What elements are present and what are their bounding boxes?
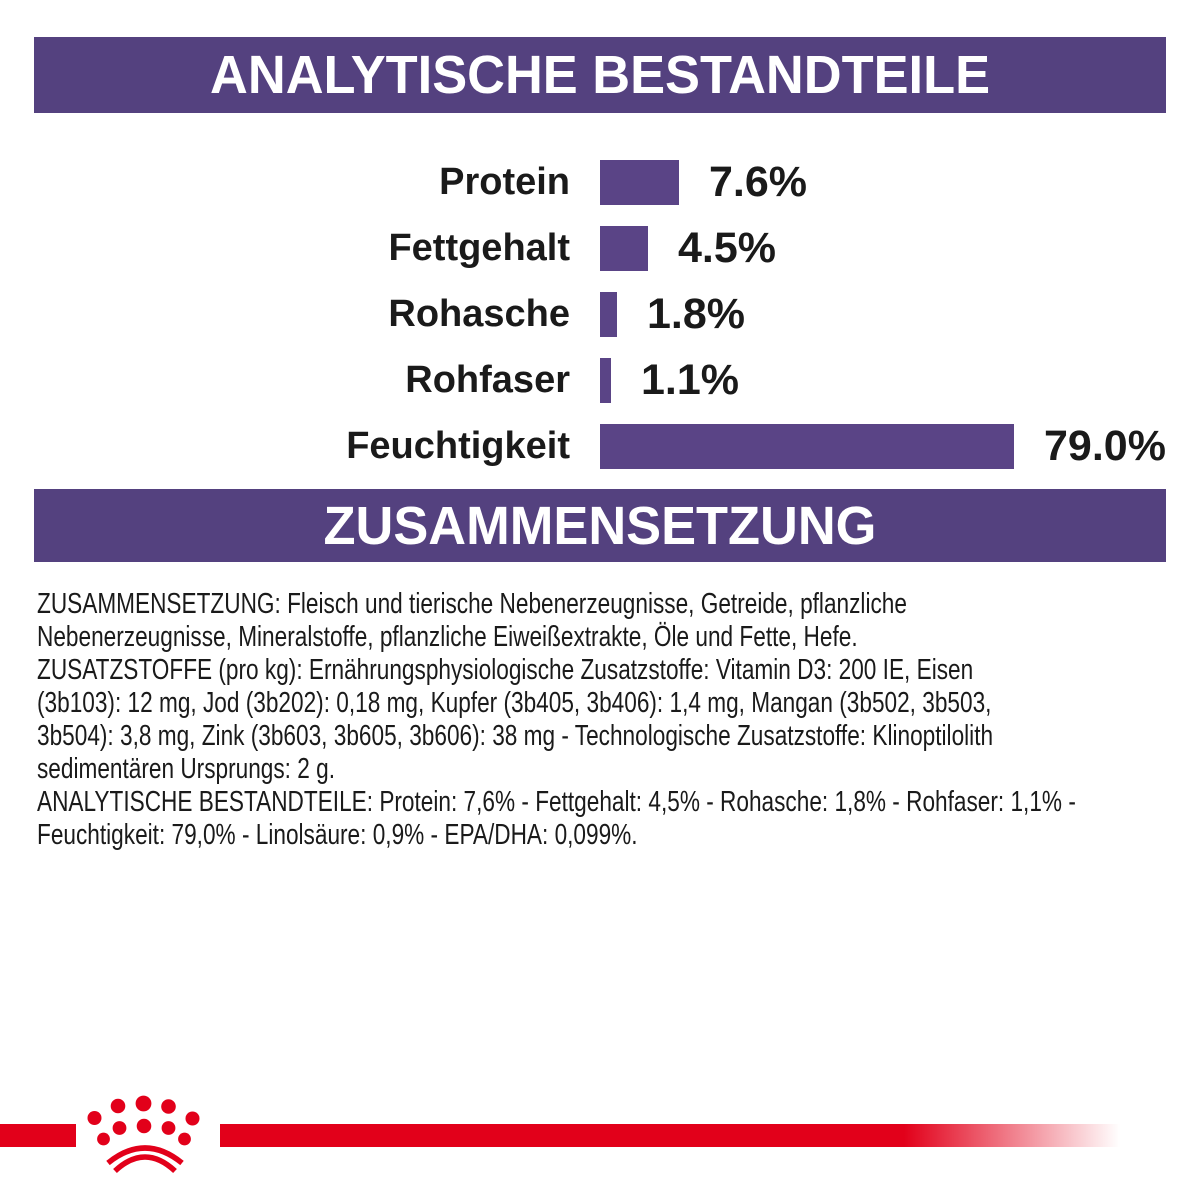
chart-category-label: Protein: [439, 160, 570, 203]
analytical-constituents-chart: Protein 7.6% Fettgehalt 4.5% Rohasche 1.…: [0, 149, 1200, 479]
chart-category-label: Feuchtigkeit: [346, 424, 570, 467]
brand-rule-right: [220, 1124, 1120, 1147]
chart-row: Protein 7.6%: [0, 149, 1200, 215]
chart-value-label: 79.0%: [1044, 421, 1166, 470]
chart-row: Feuchtigkeit 79.0%: [0, 413, 1200, 479]
chart-bar: [600, 291, 617, 337]
chart-bar: [600, 423, 1014, 469]
chart-category-label: Rohasche: [388, 292, 570, 335]
chart-value-label: 1.1%: [641, 355, 740, 404]
composition-banner-title: ZUSAMMENSETZUNG: [323, 495, 877, 556]
chart-bar: [600, 225, 648, 271]
analytical-constituents-paragraph: ANALYTISCHE BESTANDTEILE: Protein: 7,6% …: [37, 786, 1076, 851]
additives-paragraph: ZUSATZSTOFFE (pro kg): Ernährungsphysiol…: [37, 654, 994, 785]
composition-banner: ZUSAMMENSETZUNG: [34, 489, 1166, 562]
chart-row: Rohasche 1.8%: [0, 281, 1200, 347]
royal-canin-crown-logo-icon: [87, 1095, 200, 1174]
chart-value-label: 4.5%: [678, 223, 777, 272]
chart-value-label: 1.8%: [647, 289, 746, 338]
composition-paragraph: ZUSAMMENSETZUNG: Fleisch und tierische N…: [37, 588, 907, 653]
analytical-banner-title: ANALYTISCHE BESTANDTEILE: [210, 45, 990, 105]
chart-row: Rohfaser 1.1%: [0, 347, 1200, 413]
analytical-banner: ANALYTISCHE BESTANDTEILE: [34, 37, 1166, 113]
brand-rule-left: [0, 1124, 76, 1147]
chart-bar: [600, 159, 679, 205]
chart-value-label: 7.6%: [709, 157, 808, 206]
composition-text-block: ZUSAMMENSETZUNG: Fleisch und tierische N…: [37, 588, 1167, 852]
chart-category-label: Fettgehalt: [388, 226, 570, 269]
chart-bar: [600, 357, 611, 403]
chart-category-label: Rohfaser: [405, 358, 570, 401]
chart-row: Fettgehalt 4.5%: [0, 215, 1200, 281]
